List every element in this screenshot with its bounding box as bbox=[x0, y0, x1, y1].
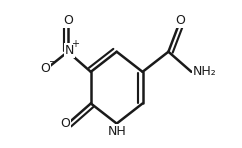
Text: +: + bbox=[71, 39, 79, 49]
Text: N: N bbox=[65, 44, 74, 57]
Text: O: O bbox=[60, 117, 70, 130]
Text: O: O bbox=[63, 14, 73, 27]
Text: O: O bbox=[175, 14, 185, 27]
Text: −: − bbox=[49, 57, 58, 67]
Text: NH₂: NH₂ bbox=[193, 65, 217, 78]
Text: NH: NH bbox=[107, 125, 126, 138]
Text: O: O bbox=[40, 62, 50, 75]
